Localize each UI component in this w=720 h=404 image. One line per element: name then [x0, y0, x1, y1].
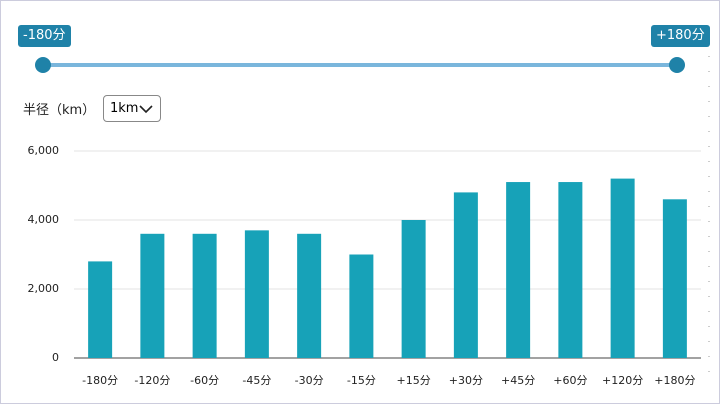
y-tick-label: 6,000: [28, 144, 60, 157]
x-tick-label: -30分: [295, 374, 324, 387]
slider-max-label: +180分: [651, 25, 710, 47]
x-tick-label: +120分: [602, 374, 643, 387]
x-tick-label: -180分: [82, 374, 118, 387]
radius-select[interactable]: 1km: [103, 95, 161, 122]
x-tick-label: -45分: [242, 374, 271, 387]
slider-handle-min[interactable]: [35, 57, 51, 73]
select-arrow: [139, 105, 153, 114]
x-tick-label: +15分: [397, 374, 431, 387]
x-tick-label: -15分: [347, 374, 376, 387]
bar: [453, 192, 478, 358]
bar: [349, 254, 374, 358]
slider-min-label: -180分: [18, 25, 71, 47]
bar: [506, 182, 531, 358]
bar: [88, 261, 113, 358]
bar: [297, 233, 322, 358]
y-tick-label: 4,000: [28, 213, 60, 226]
x-tick-label: -120分: [134, 374, 170, 387]
bar: [192, 233, 217, 358]
slider-handle-max[interactable]: [669, 57, 685, 73]
bar: [401, 220, 426, 358]
bar: [558, 182, 583, 358]
y-tick-label: 0: [52, 351, 59, 364]
radius-label: 半径（km）: [23, 103, 96, 118]
y-tick-label: 2,000: [28, 282, 60, 295]
x-tick-label: +45分: [501, 374, 535, 387]
x-tick-label: -60分: [190, 374, 219, 387]
x-tick-label: +30分: [449, 374, 483, 387]
radius-value: 1km: [110, 101, 139, 116]
x-tick-label: +180分: [654, 374, 695, 387]
x-tick-label: +60分: [553, 374, 587, 387]
bar: [610, 178, 635, 358]
bar: [662, 199, 687, 358]
bar: [140, 233, 165, 358]
bar: [244, 230, 269, 358]
